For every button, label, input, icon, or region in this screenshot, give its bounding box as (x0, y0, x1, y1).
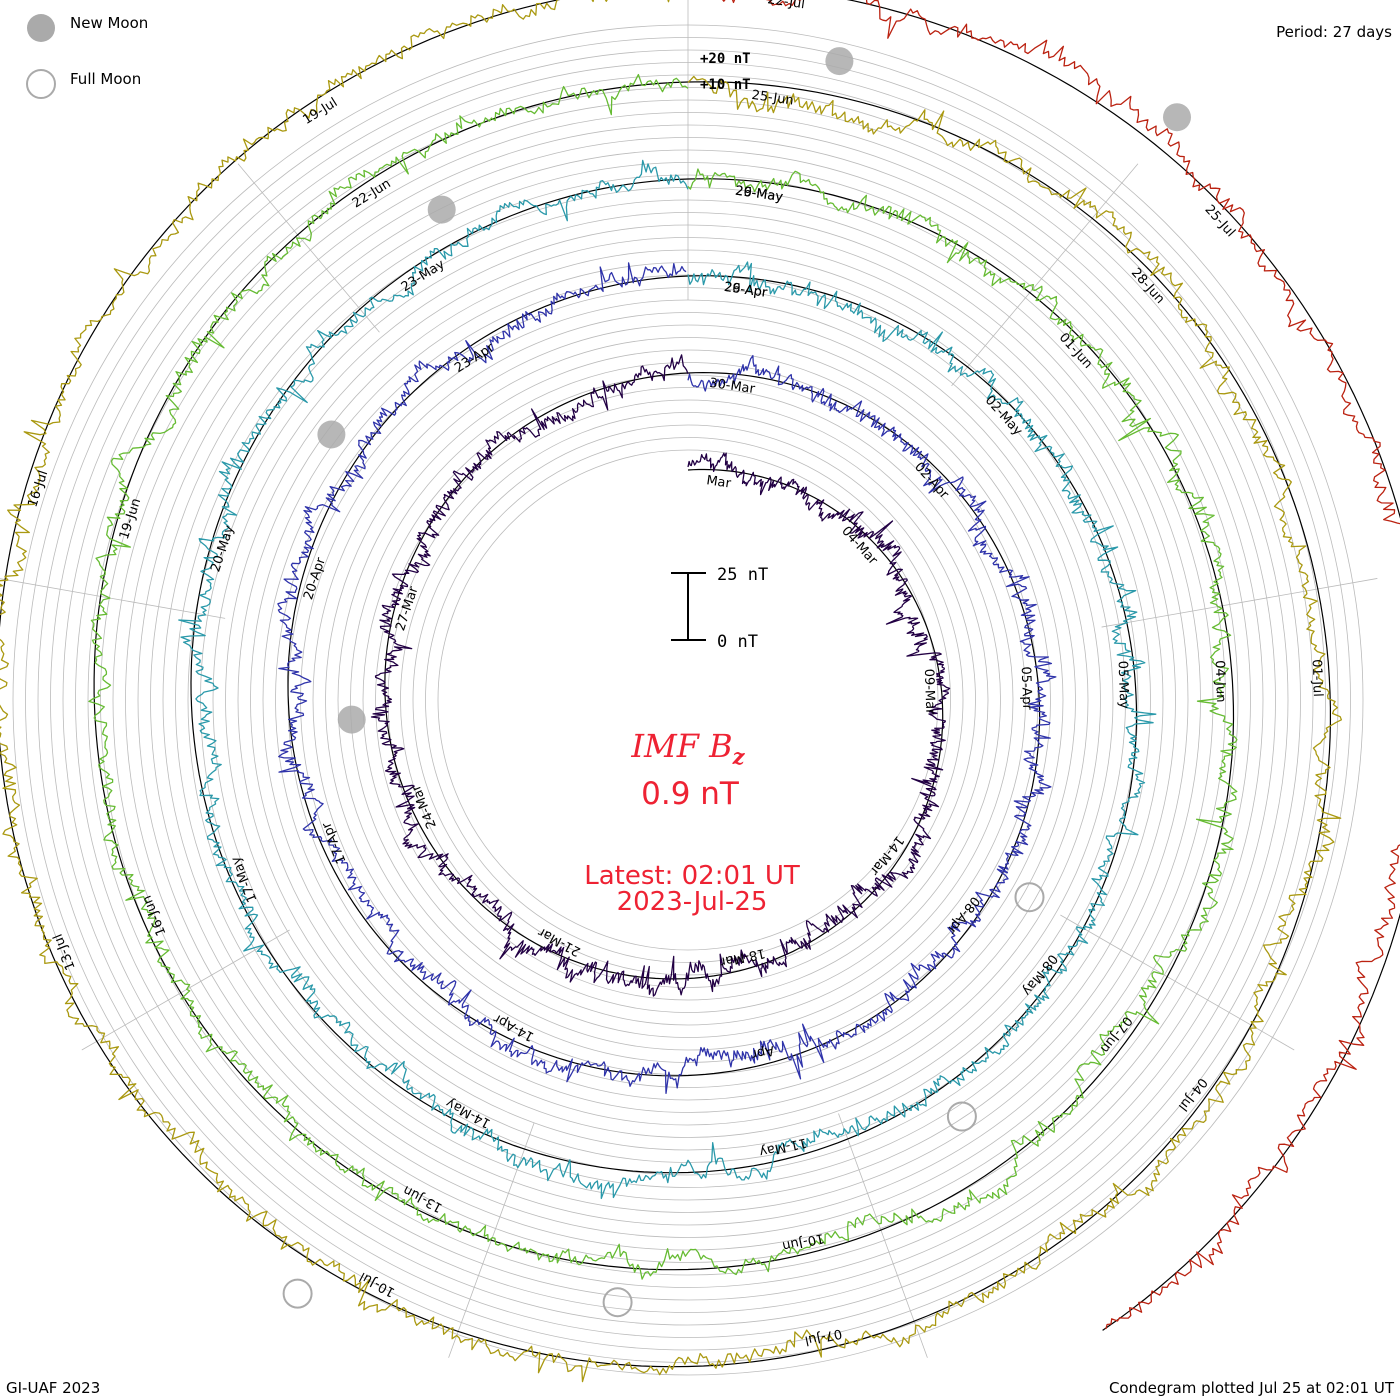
scale-bar: 25 nT 0 nT (671, 565, 768, 652)
date-label: 23-May (399, 257, 448, 295)
credit-label: GI-UAF 2023 (6, 1379, 101, 1397)
full-moon-marker (1014, 882, 1045, 913)
plotted-label: Condegram plotted Jul 25 at 02:01 UT (1108, 1379, 1394, 1397)
date-label: 29-May (734, 184, 784, 206)
date-label: 24-Mar (409, 782, 440, 831)
current-value: 0.9 nT (641, 776, 740, 812)
series-turn-3 (178, 159, 1157, 1200)
new-moon-marker (1163, 103, 1191, 132)
series-turn-2 (277, 262, 1057, 1095)
scale-annotations: +20 nT +10 nT (700, 51, 751, 93)
latest-date: 2023-Jul-25 (617, 887, 768, 917)
grid-spoke (838, 1113, 928, 1358)
date-label: 17-Apr (319, 819, 349, 866)
grid-spoke (0, 578, 226, 619)
grid-ring (300, 312, 1076, 1088)
date-label: 17-May (228, 854, 260, 905)
grid-ring (275, 287, 1101, 1113)
full-moon-label: Full Moon (70, 70, 142, 88)
date-label: Apr (750, 1042, 776, 1061)
grid-spoke (81, 929, 290, 1051)
moon-markers (282, 47, 1191, 1318)
grid-spoke (237, 163, 380, 333)
date-label: 29-Apr (723, 280, 769, 301)
date-label: 01-Jun (1056, 330, 1095, 371)
grid-spoke (951, 163, 1139, 387)
date-label: 16-Jun (140, 893, 170, 938)
series-turn-5 (0, 0, 1343, 1383)
grid-ring (400, 412, 976, 988)
grid-ring (175, 187, 1201, 1213)
date-label: 20-Apr (301, 555, 329, 602)
date-label: 05-Apr (1018, 666, 1035, 711)
scale-bar-bottom-label: 0 nT (717, 632, 758, 652)
date-label: 09-Mar (921, 668, 938, 715)
date-label: 28-Jun (1128, 265, 1167, 306)
grid-ring (225, 237, 1151, 1163)
series-turn-1 (370, 354, 951, 997)
parameter-subscript: z (732, 744, 746, 769)
date-label: 05-May (1115, 660, 1132, 709)
latest-time: Latest: 02:01 UT (584, 861, 800, 891)
grid-ring (237, 249, 1139, 1151)
date-labels: Mar04-Mar09-Mar14-Mar18-Mar21-Mar24-Mar2… (25, 0, 1325, 1348)
series-turn-6 (722, 0, 1400, 1330)
baseline-spiral (0, 0, 1400, 1368)
new-moon-marker (337, 705, 366, 734)
date-label: 10-Jun (781, 1230, 825, 1253)
scale-top-label: +20 nT (700, 51, 751, 67)
date-label: 30-Mar (708, 376, 756, 397)
date-label: 26-May (734, 184, 784, 206)
baseline-spiral-line (0, 0, 1400, 1368)
date-label: 19-Jul (300, 95, 340, 128)
parameter-title: IMF Bz (630, 727, 745, 769)
date-label: 13-Jul (51, 932, 79, 973)
center-readout: IMF Bz 0.9 nT Latest: 02:01 UT 2023-Jul-… (584, 727, 800, 917)
grid-ring (425, 437, 951, 963)
full-moon-marker (602, 1287, 633, 1318)
new-moon-marker (317, 420, 346, 449)
period-label: Period: 27 days (1276, 23, 1392, 41)
series-turn-4 (88, 73, 1238, 1280)
new-moon-marker (427, 195, 456, 224)
new-moon-icon (27, 14, 55, 42)
date-label: 25-Jun (751, 88, 795, 109)
date-label: 22-Jun (350, 176, 394, 211)
date-label: Mar (705, 473, 732, 491)
grid-ring (437, 449, 939, 951)
date-label: 14-May (443, 1095, 493, 1131)
scale-mid-label: +10 nT (700, 77, 751, 93)
scale-bar-top-label: 25 nT (717, 565, 768, 585)
date-label: 01-Jul (1309, 659, 1325, 697)
new-moon-marker (825, 47, 854, 76)
parameter-name: IMF B (630, 727, 732, 765)
full-moon-marker (946, 1101, 977, 1132)
date-label: 20-May (208, 523, 237, 574)
date-label: 02-May (982, 393, 1026, 439)
new-moon-label: New Moon (70, 14, 149, 32)
full-moon-icon (26, 69, 56, 99)
grid-ring (375, 387, 1001, 1013)
date-label: 26-Apr (723, 280, 769, 301)
grid-ring (350, 362, 1026, 1038)
date-label: 25-Jul (1202, 202, 1238, 240)
moon-legend (26, 14, 56, 99)
date-label: 08-May (1019, 951, 1061, 998)
grid-spoke (1101, 578, 1378, 628)
grid-ring (362, 374, 1014, 1026)
date-label: 04-Jun (1212, 660, 1228, 703)
full-moon-marker (282, 1278, 313, 1309)
date-label: 22-Jul (766, 0, 805, 12)
